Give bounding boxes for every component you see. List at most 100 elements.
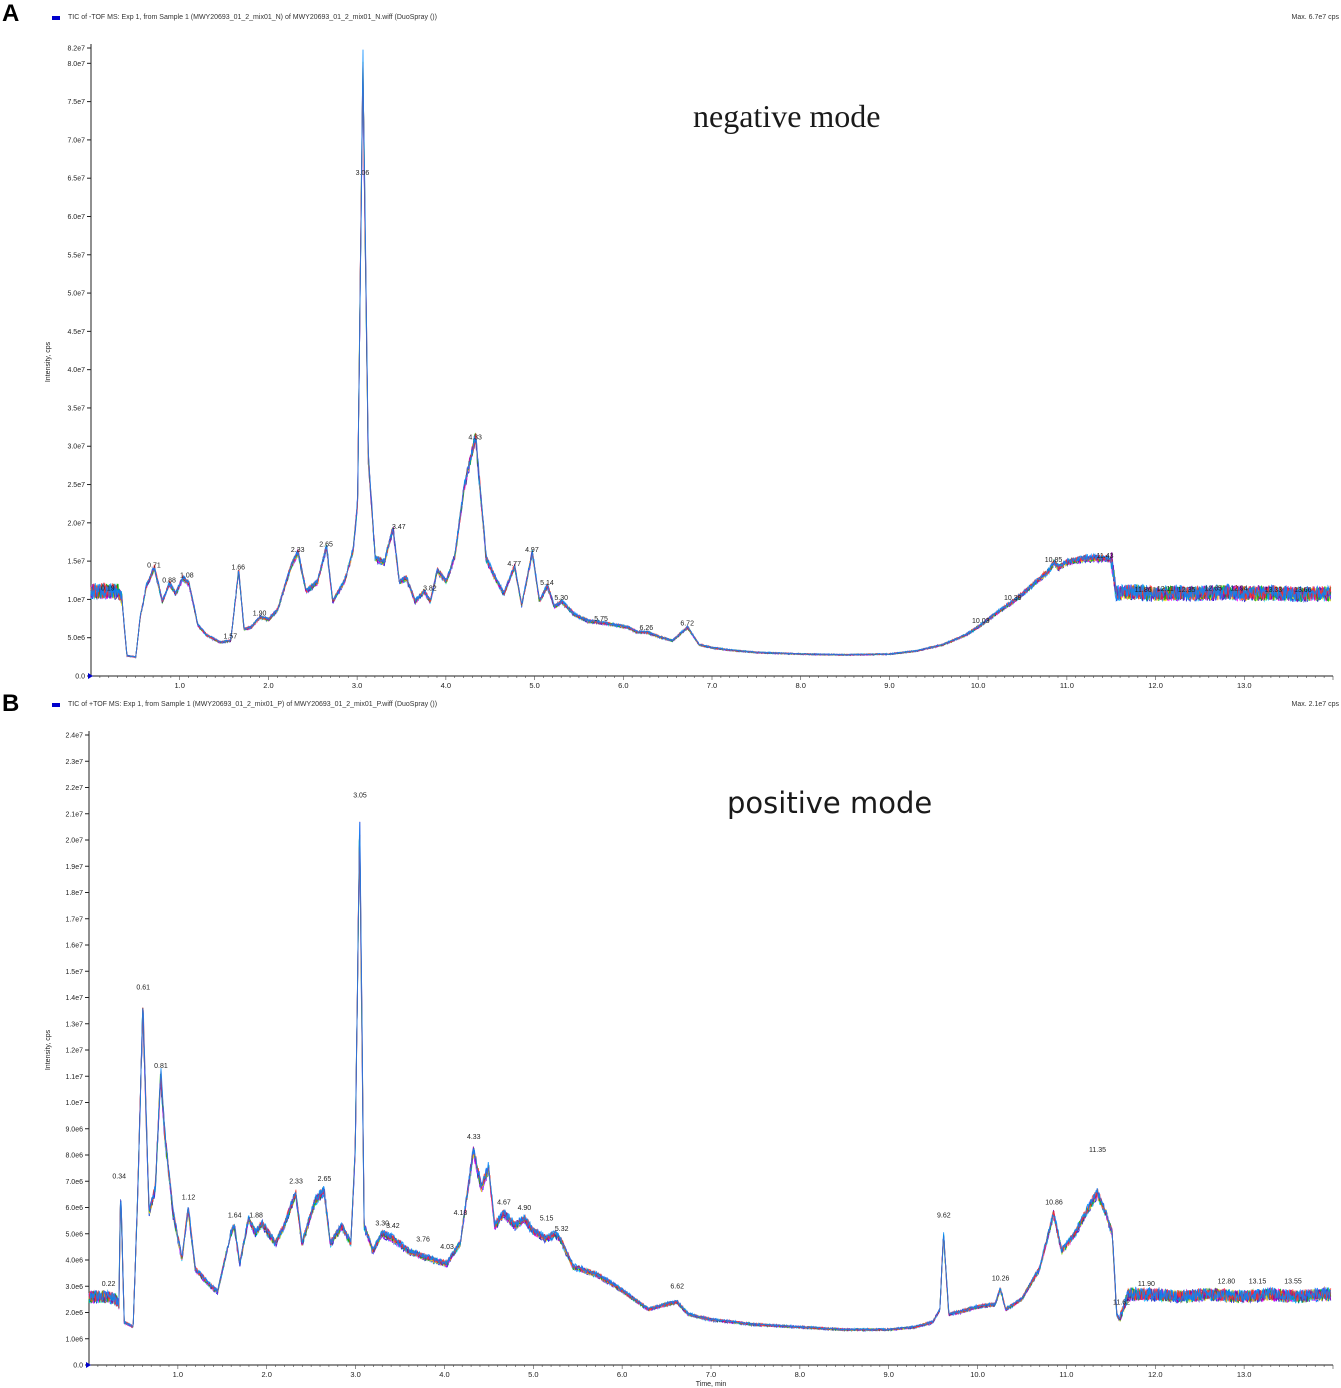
legend-swatch-icon (52, 15, 60, 20)
y-tick-label: 1.7e7 (65, 916, 83, 923)
x-tick-label: 1.0 (174, 681, 184, 690)
legend-text-b: TIC of +TOF MS: Exp 1, from Sample 1 (MW… (68, 701, 438, 708)
peak-label: 1.57 (223, 634, 237, 641)
peak-label: 4.03 (440, 1244, 454, 1251)
x-tick-label: 10.0 (971, 681, 986, 690)
peak-label: 0.22 (102, 1281, 116, 1288)
y-tick-label: 5.0e7 (67, 291, 85, 298)
x-tick-label: 11.0 (1059, 1370, 1073, 1379)
y-tick-label: 8.0e7 (67, 61, 85, 68)
peak-label: 6.26 (640, 625, 654, 632)
x-tick-label: 11.0 (1060, 681, 1074, 690)
x-tick-label: 9.0 (884, 681, 894, 690)
x-tick-label: 13.0 (1237, 1370, 1252, 1379)
x-tick-label: 10.0 (970, 1370, 985, 1379)
y-tick-label: 1.9e7 (65, 864, 83, 871)
trace-line (90, 77, 1332, 658)
y-tick-label: 5.5e7 (67, 252, 85, 259)
peak-label: 1.90 (253, 611, 267, 618)
peak-label: 11.90 (1138, 1281, 1155, 1288)
x-axis-label: Time, min (696, 1381, 727, 1388)
trace-line (90, 73, 1332, 659)
peak-label: 12.94 (1230, 585, 1248, 592)
x-tick-label: 3.0 (350, 1370, 360, 1379)
peak-label: 4.33 (468, 434, 482, 441)
peak-label: 0.71 (147, 562, 161, 569)
x-tick-label: 5.0 (528, 1370, 538, 1379)
trace-line (90, 49, 1332, 658)
trace-line (90, 89, 1332, 659)
x-tick-label: 6.0 (617, 1370, 627, 1379)
legend-text-a: TIC of -TOF MS: Exp 1, from Sample 1 (MW… (68, 14, 437, 21)
peak-label: 10.85 (1045, 557, 1063, 564)
trace-line (90, 87, 1332, 659)
trace-line (88, 835, 1332, 1332)
peak-label: 13.66 (1294, 587, 1312, 594)
peak-label: 13.33 (1265, 587, 1283, 594)
trace-line (88, 834, 1332, 1332)
peak-label: 10.03 (972, 618, 990, 625)
y-tick-label: 6.0e6 (65, 1205, 83, 1212)
x-tick-label: 12.0 (1148, 681, 1163, 690)
y-tick-label: 1.3e7 (65, 1021, 83, 1028)
peak-label: 1.88 (249, 1213, 263, 1220)
peak-label: 12.11 (1157, 586, 1174, 593)
trace-group (88, 821, 1332, 1333)
y-tick-label: 1.0e7 (65, 1100, 83, 1107)
chromatogram-panel-b: B TIC of +TOF MS: Exp 1, from Sample 1 (… (0, 690, 1341, 1388)
peak-label: 4.18 (454, 1210, 468, 1217)
peak-label: 10.39 (1004, 595, 1022, 602)
y-tick-label: 4.0e6 (65, 1258, 83, 1265)
y-tick-label: 6.0e7 (67, 214, 85, 221)
trace-line (88, 834, 1332, 1332)
peak-label: 1.64 (228, 1213, 242, 1220)
peak-label: 12.80 (1218, 1278, 1236, 1285)
peak-label: 13.15 (1249, 1278, 1267, 1285)
y-tick-label: 9.0e6 (65, 1126, 83, 1133)
y-tick-label: 2.1e7 (65, 811, 83, 818)
origin-marker-icon (88, 673, 93, 679)
peak-label: 0.19 (101, 585, 115, 592)
chromatogram-plot-a: 0.0 5.0e6 1.0e7 1.5e7 2.0e7 2.5e7 3.0e7 3.5e7 4.… (45, 44, 1334, 690)
y-tick-label: 0.0 (75, 674, 85, 681)
chromatogram-panel-a: A TIC of -TOF MS: Exp 1, from Sample 1 (… (0, 0, 1341, 690)
peak-label: 11.35 (1089, 1147, 1106, 1154)
peak-label: 4.90 (518, 1205, 532, 1212)
x-tick-label: 3.0 (352, 681, 362, 690)
peak-label: 10.26 (992, 1276, 1010, 1283)
y-tick-label: 7.0e7 (67, 137, 85, 144)
peak-label: 1.12 (182, 1194, 196, 1201)
peak-label: 12.35 (1178, 587, 1196, 594)
peak-label: 11.43 (1097, 553, 1114, 560)
peak-label: 1.08 (180, 572, 194, 579)
x-tick-label: 13.0 (1237, 681, 1252, 690)
y-axis-label: Intensity, cps (45, 341, 52, 382)
peak-label: 4.67 (497, 1200, 511, 1207)
x-tick-label: 7.0 (707, 681, 717, 690)
x-tick-label: 8.0 (795, 681, 805, 690)
peak-label: 1.66 (231, 565, 245, 572)
peak-label: 5.30 (554, 595, 568, 602)
peak-label: 13.55 (1284, 1278, 1302, 1285)
y-tick-label: 3.0e7 (67, 444, 85, 451)
y-tick-label: 0.0 (73, 1363, 83, 1370)
y-tick-label: 2.5e7 (67, 482, 85, 489)
y-tick-label: 4.5e7 (67, 329, 85, 336)
trace-line (88, 840, 1332, 1333)
legend-swatch-icon (52, 702, 60, 707)
x-tick-label: 5.0 (529, 681, 539, 690)
peak-label: 0.81 (154, 1063, 168, 1070)
peak-label: 5.15 (540, 1215, 554, 1222)
y-tick-label: 1.0e6 (65, 1336, 83, 1343)
legend-b: TIC of +TOF MS: Exp 1, from Sample 1 (MW… (52, 701, 437, 708)
peak-label: 2.33 (289, 1179, 303, 1186)
trace-group (90, 49, 1332, 659)
peak-label: 3.30 (375, 1221, 389, 1228)
max-intensity-label-b: Max. 2.1e7 cps (1291, 701, 1339, 708)
y-tick-label: 1.5e7 (65, 969, 83, 976)
peak-label: 5.32 (555, 1226, 569, 1233)
peak-label: 3.42 (386, 1223, 400, 1230)
peak-label: 3.47 (392, 524, 406, 531)
trace-line (88, 821, 1331, 1332)
max-intensity-label-a: Max. 6.7e7 cps (1291, 14, 1339, 21)
